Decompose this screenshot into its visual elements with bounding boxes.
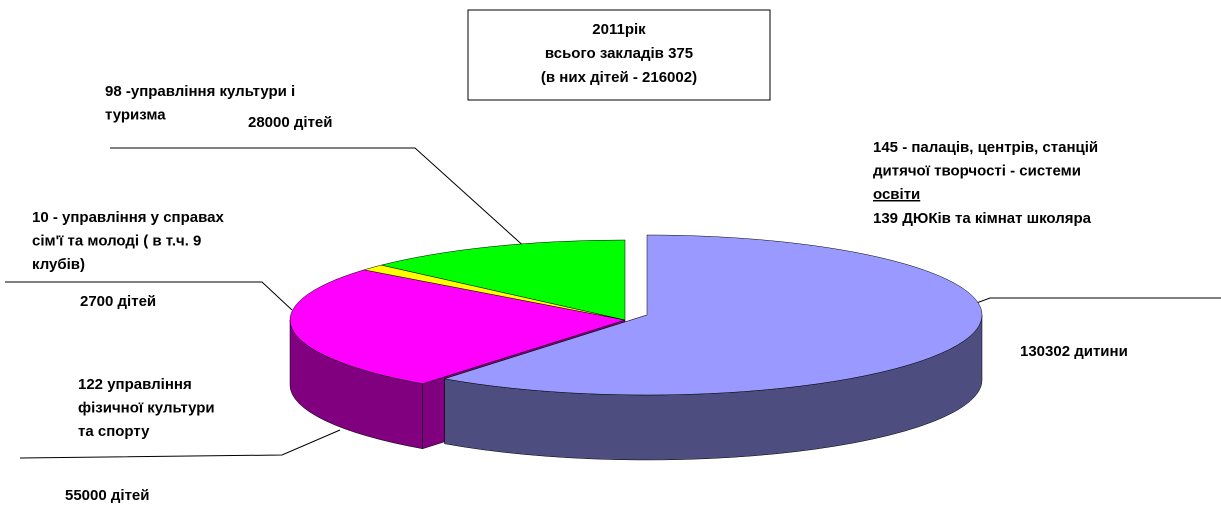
- pie: [289, 234, 983, 461]
- value-label: 2700 дітей: [80, 293, 156, 310]
- slice: [381, 239, 626, 321]
- category-label: 10 - управління у справах: [32, 209, 224, 226]
- category-label: 98 -управління культури і: [105, 83, 295, 100]
- leader-line: [19, 429, 341, 459]
- labels: 145 - палаців, центрів, станцій дитячої т…: [32, 83, 1128, 504]
- category-label: сім'ї та молоді ( в т.ч. 9: [32, 232, 201, 249]
- annotation: 139 ДЮКів та кімнат школяра: [873, 210, 1092, 227]
- value-label: 28000 дітей: [248, 114, 332, 131]
- leader-line: [5, 281, 293, 311]
- title-line: всього закладів 375: [545, 45, 693, 62]
- category-label: дитячої творчості - системи: [873, 162, 1081, 179]
- value-label: 130302 дитини: [1020, 343, 1128, 360]
- category-label: освіти: [873, 186, 920, 203]
- leader-line: [110, 147, 549, 269]
- category-label: та спорту: [78, 423, 150, 440]
- title-box: [467, 9, 771, 101]
- category-label: фізичної культури: [78, 399, 215, 416]
- category-label: 145 - палаців, центрів, станцій: [873, 139, 1098, 156]
- title-line: (в них дітей - 216002): [541, 69, 697, 86]
- slice: [289, 269, 626, 385]
- value-label: 55000 дітей: [65, 487, 149, 504]
- title-line: 2011рік: [592, 21, 646, 38]
- category-label: туризма: [105, 106, 166, 123]
- category-label: клубів): [32, 256, 85, 273]
- slice: [444, 234, 983, 396]
- category-label: 122 управління: [78, 376, 192, 393]
